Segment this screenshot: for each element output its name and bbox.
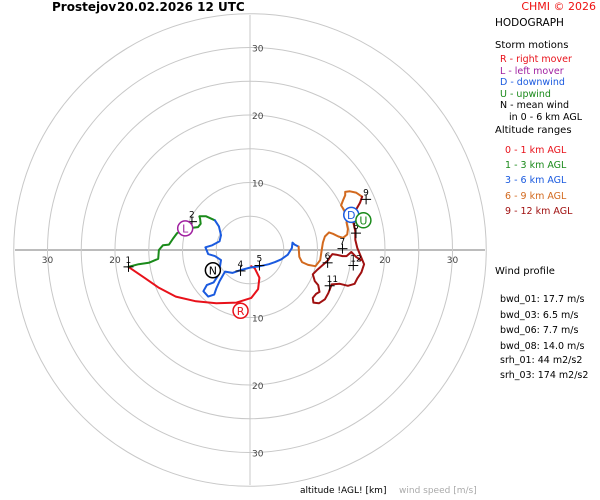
- ring-label-bottom: 20: [252, 382, 264, 392]
- wind-profile-heading: Wind profile: [495, 266, 555, 277]
- storm-motion-circle: [204, 262, 222, 279]
- wind-profile-item: srh_01: 44 m2/s2: [500, 355, 583, 366]
- storm-motion-label: N: [209, 264, 217, 277]
- wind-profile-item: bwd_06: 7.7 m/s: [500, 325, 579, 336]
- storm-motion-u: U: [355, 212, 372, 229]
- altitude-range-legend-item: 0 - 1 km AGL: [505, 145, 567, 156]
- storm-motion-circle: [355, 212, 372, 229]
- speed-ring: [80, 80, 420, 420]
- height-marker-label: 11: [327, 275, 338, 285]
- storm-motion-legend-item: L - left mover: [500, 65, 564, 77]
- storm-motion-l: L: [176, 220, 194, 237]
- storm-motion-legend-item: U - upwind: [500, 88, 551, 100]
- hodograph-trace: [127, 265, 261, 305]
- axis-label-left: 30: [42, 256, 54, 266]
- speed-axis-label: wind speed [m/s]: [399, 486, 477, 496]
- height-marker-label: 5: [256, 255, 262, 265]
- height-marker-label: 9: [363, 188, 369, 198]
- ring-label-bottom: 10: [252, 315, 264, 325]
- storm-motion-n: N: [204, 262, 222, 279]
- height-marker-label: 6: [325, 252, 331, 262]
- speed-ring: [13, 13, 487, 487]
- wind-profile-item: bwd_08: 14.0 m/s: [500, 340, 585, 352]
- legend-title: HODOGRAPH: [495, 17, 564, 29]
- hodograph-trace: [202, 219, 300, 298]
- wind-profile-item: bwd_03: 6.5 m/s: [500, 309, 579, 321]
- height-marker: 8: [350, 222, 361, 239]
- ring-label-top: 30: [252, 45, 264, 55]
- altitude-range-legend-item: 3 - 6 km AGL: [505, 175, 567, 187]
- storm-motion-legend-item: N - mean wind: [500, 100, 569, 111]
- storm-motion-label: L: [182, 222, 189, 235]
- storm-motions-heading: Storm motions: [495, 40, 569, 51]
- storm-motion-r: R: [232, 302, 249, 319]
- ring-label-top: 20: [252, 112, 264, 122]
- ring-label-bottom: 30: [252, 450, 264, 460]
- height-marker: 12: [348, 255, 362, 271]
- height-marker: 4: [235, 260, 246, 276]
- speed-ring: [47, 47, 453, 453]
- height-marker-label: 1: [126, 256, 132, 266]
- storm-motion-label: R: [237, 305, 245, 318]
- hodograph-trace: [127, 215, 216, 268]
- height-marker-label: 12: [350, 255, 361, 265]
- height-marker-label: 2: [189, 211, 195, 221]
- height-marker: 9: [361, 188, 372, 205]
- altitude-range-legend-item: 6 - 9 km AGL: [505, 190, 567, 202]
- forecast-datetime: 20.02.2026 12 UTC: [117, 0, 245, 14]
- altitude-axis-label: altitude !AGL! [km]: [300, 486, 387, 496]
- axis-label-right: 30: [447, 256, 459, 266]
- height-marker: 1: [123, 256, 134, 272]
- speed-ring: [215, 215, 285, 285]
- storm-motion-label: U: [359, 214, 367, 227]
- copyright-credit: CHMI © 2026: [521, 0, 596, 13]
- hodograph-grid: 10 10 20 20 30 30 30 20 20 30: [13, 13, 487, 487]
- altitude-range-legend-item: 9 - 12 km AGL: [505, 205, 573, 217]
- storm-motion-legend-item: D - downwind: [500, 77, 565, 88]
- storm-motion-legend-item: R - right mover: [500, 54, 572, 65]
- height-marker-label: 4: [238, 260, 244, 270]
- height-marker-label: 8: [353, 222, 359, 232]
- speed-ring: [182, 182, 318, 318]
- hodograph-traces: [127, 190, 366, 305]
- height-marker-label: 7: [339, 238, 345, 248]
- height-marker: 6: [322, 252, 333, 268]
- hodograph-trace: [311, 195, 366, 305]
- axis-label-right: 20: [379, 256, 391, 266]
- wind-profile-item: srh_03: 174 m2/s2: [500, 370, 589, 381]
- storm-motion-circle: [176, 220, 194, 237]
- storm-motion-circle: [232, 302, 249, 319]
- storm-motion-legend-item: in 0 - 6 km AGL: [509, 111, 583, 123]
- altitude-ranges-heading: Altitude ranges: [495, 125, 572, 136]
- speed-ring: [114, 114, 386, 386]
- height-marker: 5: [254, 255, 265, 271]
- wind-profile-item: bwd_01: 17.7 m/s: [500, 294, 585, 305]
- height-marker: 7: [337, 238, 348, 254]
- station-name: Prostejov: [52, 0, 117, 14]
- axis-label-left: 20: [109, 256, 121, 266]
- ring-label-top: 10: [252, 180, 264, 190]
- storm-motion-markers: R L D U N: [176, 206, 372, 319]
- storm-motion-label: D: [347, 209, 355, 222]
- altitude-range-legend-item: 1 - 3 km AGL: [505, 160, 567, 172]
- speed-ring: [148, 148, 352, 352]
- height-marker: 11: [324, 275, 338, 291]
- hodograph-trace: [297, 190, 364, 268]
